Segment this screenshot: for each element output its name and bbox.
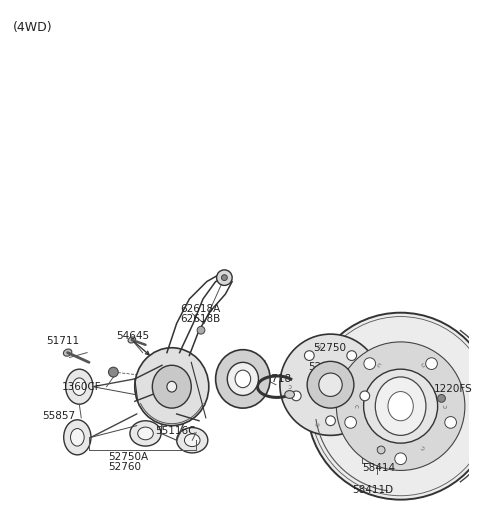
Ellipse shape [64,420,91,455]
Ellipse shape [135,348,209,426]
Circle shape [364,369,438,443]
Circle shape [325,416,336,426]
Circle shape [336,342,465,470]
Text: c: c [360,357,367,364]
Text: 55857: 55857 [42,411,75,421]
Text: c: c [375,362,382,369]
Text: 52750: 52750 [313,343,346,353]
Circle shape [364,358,375,370]
Text: 62618B: 62618B [180,314,221,324]
Text: c: c [420,443,426,450]
Text: 51718: 51718 [258,374,291,384]
Ellipse shape [152,365,191,408]
Text: c: c [314,421,321,427]
Text: c: c [375,443,382,450]
Text: c: c [443,404,448,408]
Text: 52750A: 52750A [108,452,149,462]
Ellipse shape [66,369,93,404]
Ellipse shape [128,337,136,343]
Circle shape [345,417,357,428]
Ellipse shape [216,350,270,408]
Ellipse shape [228,362,258,395]
Text: 51711: 51711 [46,336,79,346]
Text: 55116C: 55116C [155,426,196,436]
Ellipse shape [167,381,177,392]
Text: 58414: 58414 [363,463,396,473]
Circle shape [395,453,407,465]
Ellipse shape [375,377,426,436]
Circle shape [280,334,381,436]
Circle shape [347,351,357,361]
Circle shape [197,326,205,334]
Ellipse shape [72,378,86,395]
Ellipse shape [63,349,72,356]
Ellipse shape [177,428,208,453]
Text: c: c [288,382,291,388]
Circle shape [377,446,385,454]
Circle shape [445,417,456,428]
Text: c: c [360,405,367,412]
Text: (4WD): (4WD) [13,21,53,34]
Text: 52720A: 52720A [228,360,268,370]
Circle shape [426,358,437,370]
Text: 58411D: 58411D [352,485,393,495]
Circle shape [307,361,354,408]
Ellipse shape [184,434,200,447]
Circle shape [360,391,370,401]
Ellipse shape [130,421,161,446]
Circle shape [438,394,445,402]
Ellipse shape [235,370,251,388]
Circle shape [307,313,480,499]
Circle shape [319,373,342,397]
Circle shape [216,270,232,286]
Text: 54645: 54645 [116,331,149,341]
Circle shape [108,367,118,377]
Text: c: c [420,362,426,369]
Text: c: c [314,343,321,348]
Text: 62618A: 62618A [180,304,221,314]
Text: c: c [353,404,359,408]
Circle shape [221,275,228,280]
Text: 52752: 52752 [308,362,341,372]
Circle shape [304,351,314,361]
Ellipse shape [71,429,84,446]
Ellipse shape [388,392,413,421]
Ellipse shape [285,391,295,398]
Circle shape [291,391,301,401]
Text: 52760: 52760 [108,461,142,472]
Text: 1220FS: 1220FS [434,384,472,394]
Text: 1360CF: 1360CF [62,382,101,392]
Ellipse shape [138,427,153,440]
Text: 51752: 51752 [308,372,341,382]
